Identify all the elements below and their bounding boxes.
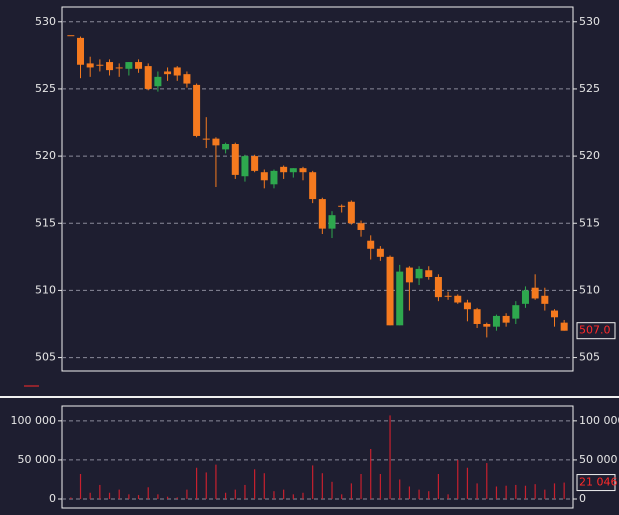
candle-body	[521, 290, 529, 304]
candle-body	[415, 268, 423, 279]
candle-body	[270, 170, 278, 185]
y-tick-label: 510	[35, 283, 56, 296]
y-tick-label: 520	[579, 149, 600, 162]
candle-body	[347, 201, 355, 224]
candle-body	[367, 240, 375, 249]
candle-body	[483, 323, 491, 327]
candle-body	[241, 156, 249, 177]
candle-body	[67, 35, 75, 37]
candle-body	[550, 310, 558, 318]
last-value-label: 21 046	[579, 476, 618, 489]
candle-body	[193, 84, 201, 136]
candle-body	[154, 76, 162, 87]
candle-body	[77, 37, 85, 65]
candle-body	[405, 267, 413, 283]
candle-body	[202, 138, 210, 140]
candle-body	[434, 276, 442, 298]
candle-body	[531, 287, 539, 299]
candle-body	[135, 62, 143, 69]
y-tick-label: 505	[35, 351, 56, 364]
candle-body	[86, 63, 94, 68]
candle-body	[560, 322, 568, 331]
candle-body	[106, 62, 114, 71]
candle-body	[463, 302, 471, 310]
y-tick-label: 525	[579, 82, 600, 95]
candle-body	[444, 295, 452, 297]
y-tick-label: 530	[35, 15, 56, 28]
y-tick-label: 100 000	[579, 414, 619, 427]
y-tick-label: 50 000	[18, 453, 57, 466]
candle-body	[425, 270, 433, 277]
candle-body	[376, 248, 384, 257]
candle-body	[454, 295, 462, 303]
candle-body	[396, 271, 404, 326]
y-tick-label: 530	[579, 15, 600, 28]
volume-panel	[61, 405, 574, 509]
candle-body	[164, 71, 172, 75]
last-value-label: 507.0	[579, 324, 611, 337]
candle-body	[299, 168, 307, 173]
candle-body	[173, 67, 181, 76]
candle-body	[328, 215, 336, 229]
candle-body	[541, 295, 549, 304]
candle-body	[318, 199, 326, 229]
candle-body	[125, 62, 133, 69]
candle-body	[115, 67, 123, 69]
last-value-box	[576, 474, 616, 492]
candle-body	[231, 144, 239, 175]
candle-body	[280, 166, 288, 173]
candle-body	[386, 256, 394, 326]
y-tick-label: 525	[35, 82, 56, 95]
y-tick-label: 515	[35, 216, 56, 229]
y-tick-label: 520	[35, 149, 56, 162]
candle-body	[492, 315, 500, 327]
candle-body	[502, 315, 510, 323]
y-tick-label: 505	[579, 351, 600, 364]
last-value-box	[576, 322, 616, 340]
candle-body	[512, 305, 520, 319]
candle-body	[183, 74, 191, 84]
candle-body	[251, 156, 259, 171]
candle-body	[289, 168, 297, 173]
candle-body	[338, 205, 346, 207]
candle-body	[260, 172, 268, 181]
y-tick-label: 0	[49, 492, 56, 505]
y-tick-label: 515	[579, 216, 600, 229]
y-tick-label: 100 000	[11, 414, 57, 427]
candle-body	[473, 309, 481, 324]
candle-body	[309, 172, 317, 200]
y-tick-label: 510	[579, 283, 600, 296]
candle-body	[96, 64, 104, 66]
price-panel	[61, 6, 574, 372]
y-tick-label: 50 000	[579, 453, 618, 466]
y-tick-label: 0	[579, 492, 586, 505]
candle-body	[212, 138, 220, 146]
candle-body	[357, 223, 365, 230]
candle-body	[144, 66, 152, 89]
candle-body	[222, 144, 230, 150]
